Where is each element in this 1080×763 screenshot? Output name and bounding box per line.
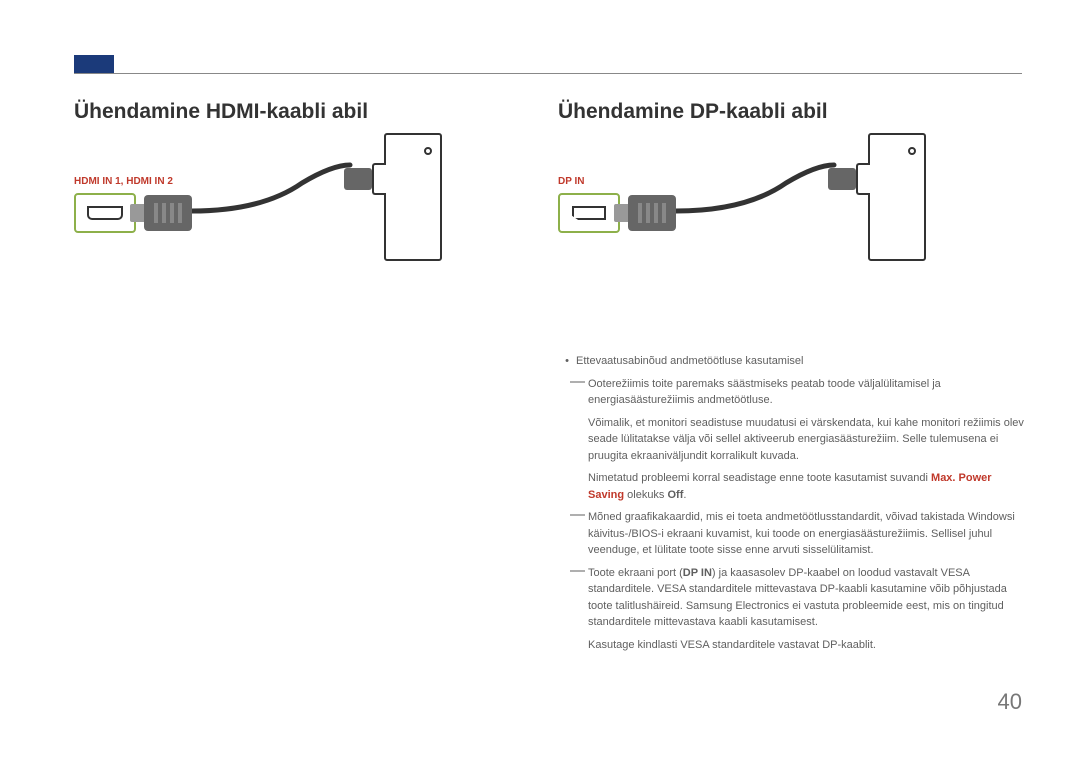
bullet-mark-icon: • (558, 353, 576, 370)
dash-item: ― Ooterežiimis toite paremaks säästmisek… (558, 376, 1028, 409)
dash-text: Toote ekraani port (DP IN) ja kaasasolev… (588, 565, 1028, 631)
dash-mark-icon: ― (558, 507, 588, 557)
section-title-hdmi: Ühendamine HDMI-kaabli abil (74, 100, 534, 124)
text-fragment: Toote ekraani port ( (588, 567, 683, 579)
sub-note: Kasutage kindlasti VESA standarditele va… (558, 637, 1028, 654)
dash-mark-icon: ― (558, 374, 588, 407)
bullet-text: Ettevaatusabinõud andmetöötluse kasutami… (576, 353, 1028, 370)
bullet-item: • Ettevaatusabinõud andmetöötluse kasuta… (558, 353, 1028, 370)
hdmi-port-icon (74, 193, 136, 233)
header-accent-bar (74, 55, 114, 73)
pc-tower-icon (868, 133, 926, 261)
notes-section: • Ettevaatusabinõud andmetöötluse kasuta… (558, 353, 1028, 653)
dash-text: Mõned graafikakaardid, mis ei toeta andm… (588, 509, 1028, 559)
diagram-hdmi (74, 193, 534, 323)
text-fragment: olekuks (624, 489, 667, 501)
bold-text: Off (668, 489, 684, 501)
section-title-dp: Ühendamine DP-kaabli abil (558, 100, 1028, 124)
dash-item: ― Toote ekraani port (DP IN) ja kaasasol… (558, 565, 1028, 631)
text-fragment: Nimetatud probleemi korral seadistage en… (588, 472, 931, 484)
pc-tower-icon (384, 133, 442, 261)
sub-note: Võimalik, et monitori seadistuse muudatu… (558, 415, 1028, 465)
page-number: 40 (998, 689, 1022, 715)
right-column: Ühendamine DP-kaabli abil DP IN • Etteva… (558, 100, 1028, 659)
dp-plug-icon (628, 195, 676, 231)
diagram-dp (558, 193, 1028, 323)
text-fragment: . (683, 489, 686, 501)
dp-port-icon (558, 193, 620, 233)
header-divider (74, 73, 1022, 74)
dash-text: Ooterežiimis toite paremaks säästmiseks … (588, 376, 1028, 409)
left-column: Ühendamine HDMI-kaabli abil HDMI IN 1, H… (74, 100, 534, 323)
hdmi-plug-icon (144, 195, 192, 231)
dash-item: ― Mõned graafikakaardid, mis ei toeta an… (558, 509, 1028, 559)
sub-note: Nimetatud probleemi korral seadistage en… (558, 470, 1028, 503)
dash-mark-icon: ― (558, 563, 588, 629)
bold-text: DP IN (683, 567, 712, 579)
